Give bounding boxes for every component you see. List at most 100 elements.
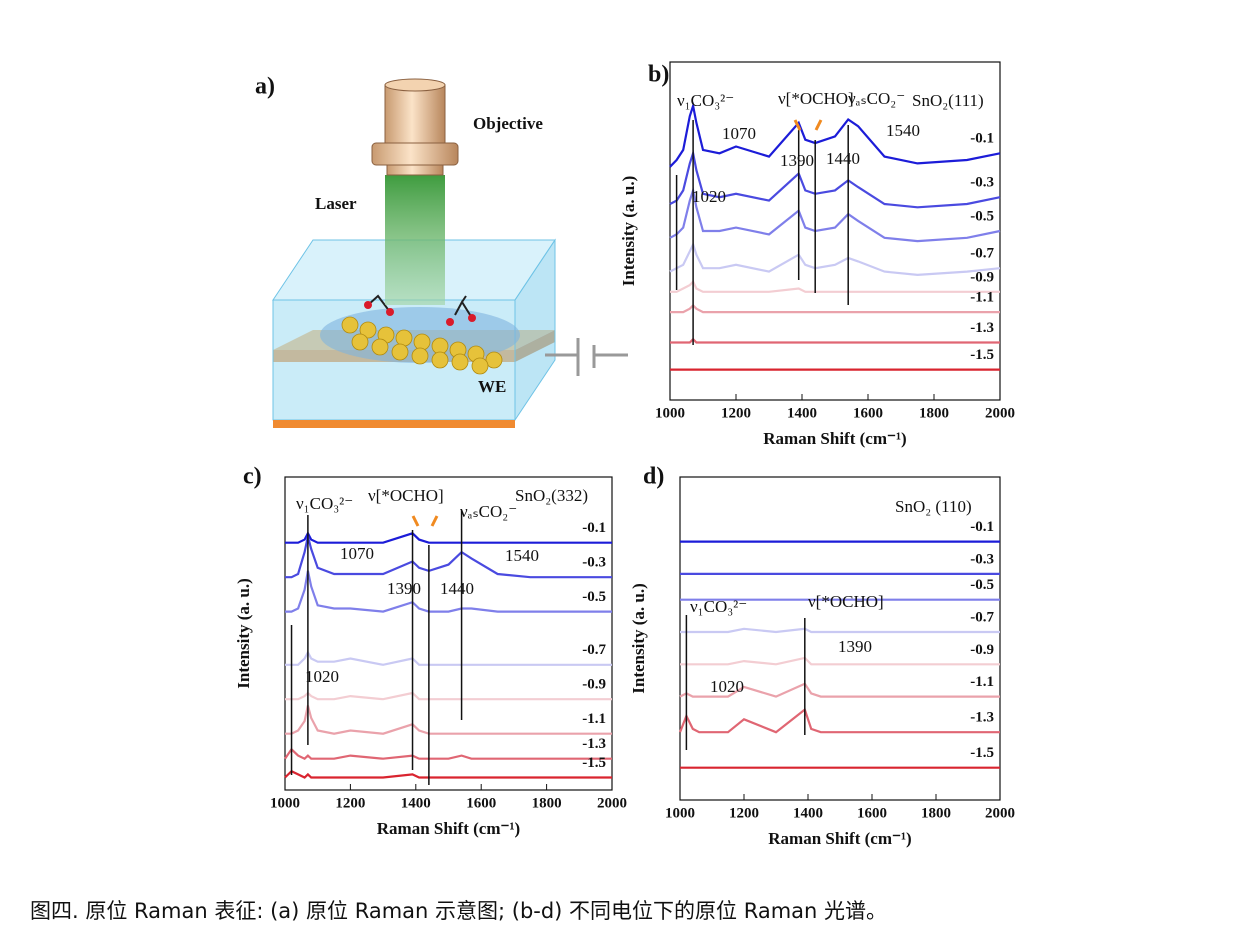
objective-collar	[371, 142, 459, 166]
objective-lens	[386, 164, 444, 176]
x-tick-label: 1000	[655, 405, 685, 421]
potential-label: -0.5	[582, 589, 606, 605]
peak-label: 1540	[505, 546, 539, 565]
laser-label: Laser	[315, 194, 357, 213]
spectrum	[678, 707, 1000, 734]
molecules	[367, 294, 473, 319]
potential-label: -1.5	[582, 755, 606, 771]
x-axis-label: Raman Shift (cm⁻¹)	[768, 829, 911, 848]
spectrum-panel: c) 1000 1200 1400 1600 1800 2000 Raman Shift (c…	[234, 464, 627, 838]
spectrum	[285, 570, 612, 613]
plot-frame	[284, 476, 613, 791]
panel-label: a)	[255, 74, 275, 100]
potential-label: -0.1	[970, 131, 994, 147]
objective-body	[384, 84, 446, 144]
potential-label: -0.3	[970, 175, 994, 191]
spectrum	[285, 536, 612, 579]
x-tick-label: 1200	[721, 405, 751, 421]
potential-label: -1.3	[970, 710, 994, 726]
annotation: ν[*OCHO]	[778, 89, 854, 108]
potential-label: -1.3	[582, 736, 606, 752]
spectrum	[670, 337, 1000, 344]
panel-label: b)	[648, 62, 669, 88]
panel-label: c)	[243, 464, 262, 490]
annotation: ν[*OCHO]	[368, 486, 444, 505]
potential-label: -0.5	[970, 208, 994, 224]
spectrum-panel: d) 1000 1200 1400 1600 1800 2000 Raman Shift (c…	[629, 464, 1015, 848]
x-tick-label: 1400	[787, 405, 817, 421]
peak-label: 1540	[886, 121, 920, 140]
peak-label: 1390	[387, 579, 421, 598]
peak-label: 1390	[838, 637, 872, 656]
potential-label: -1.1	[970, 290, 994, 306]
potential-label: -1.5	[970, 745, 994, 761]
potential-label: -1.1	[970, 674, 994, 690]
spectrum	[285, 705, 612, 735]
x-tick-label: 1400	[401, 795, 431, 811]
potential-label: -0.9	[970, 269, 994, 285]
x-tick-label: 2000	[985, 805, 1015, 821]
spectrum	[669, 148, 1001, 209]
x-axis-label: Raman Shift (cm⁻¹)	[377, 819, 520, 838]
potential-label: -0.1	[970, 519, 994, 535]
x-tick-label: 2000	[597, 795, 627, 811]
x-tick-label: 1000	[270, 795, 300, 811]
annotation: ν₁CO₃²⁻	[296, 494, 353, 513]
electrode-base	[273, 420, 515, 428]
circuit	[545, 338, 628, 376]
x-tick-label: 1600	[857, 805, 887, 821]
spectrum	[669, 101, 1001, 168]
peak-label: 1020	[692, 187, 726, 206]
x-tick-label: 1400	[793, 805, 823, 821]
annotation: ν₁CO₃²⁻	[677, 91, 734, 110]
spectrum	[669, 241, 1001, 277]
potential-label: -0.7	[582, 642, 606, 658]
potential-label: -0.1	[582, 520, 606, 536]
orange-arrow	[793, 119, 802, 131]
x-axis-label: Raman Shift (cm⁻¹)	[763, 429, 906, 448]
x-tick-label: 1200	[729, 805, 759, 821]
spectrum	[670, 303, 1000, 314]
plot-frame	[679, 476, 1001, 801]
annotation: νₐₛCO₂⁻	[460, 502, 517, 521]
spectrum	[285, 649, 612, 666]
spectrum	[680, 627, 1000, 634]
peak-label: 1440	[440, 579, 474, 598]
annotation: SnO₂ (110)	[895, 497, 972, 516]
potential-label: -1.3	[970, 320, 994, 336]
spectrum	[680, 656, 1000, 666]
potential-label: -0.3	[582, 555, 606, 571]
potential-label: -1.1	[582, 711, 606, 727]
peak-label: 1070	[722, 124, 756, 143]
x-tick-label: 1800	[921, 805, 951, 821]
cell-side	[514, 238, 556, 422]
orange-arrow	[430, 515, 439, 527]
panel-label: d)	[643, 464, 664, 490]
annotation: ν[*OCHO]	[808, 592, 884, 611]
x-tick-label: 2000	[985, 405, 1015, 421]
atoms	[364, 301, 476, 326]
spectrum-panel: b) 1000 1200 1400 1600 1800 2000 Raman Shift (c…	[619, 61, 1015, 448]
spectrum	[669, 186, 1001, 243]
potential-label: -0.7	[970, 246, 994, 262]
spectrum	[679, 682, 1000, 698]
x-tick-label: 1800	[919, 405, 949, 421]
potential-label: -0.9	[970, 642, 994, 658]
potential-label: -0.5	[970, 577, 994, 593]
schematic: a) Objective Laser WE	[255, 74, 628, 428]
annotation: SnO₂(332)	[515, 486, 588, 505]
caption: 图四. 原位 Raman 表征: (a) 原位 Raman 示意图; (b-d)…	[30, 899, 887, 923]
potential-label: -0.9	[582, 677, 606, 693]
spectrum	[285, 530, 612, 544]
potential-label: -1.5	[970, 347, 994, 363]
spectrum	[285, 691, 612, 701]
x-tick-label: 1800	[532, 795, 562, 811]
peak-label: 1390	[780, 151, 814, 170]
peak-label: 1440	[826, 149, 860, 168]
annotation: ν₁CO₃²⁻	[690, 597, 747, 616]
potential-label: -0.3	[970, 551, 994, 567]
particles	[341, 316, 503, 375]
objective-label: Objective	[473, 114, 543, 133]
objective-top	[384, 78, 446, 92]
